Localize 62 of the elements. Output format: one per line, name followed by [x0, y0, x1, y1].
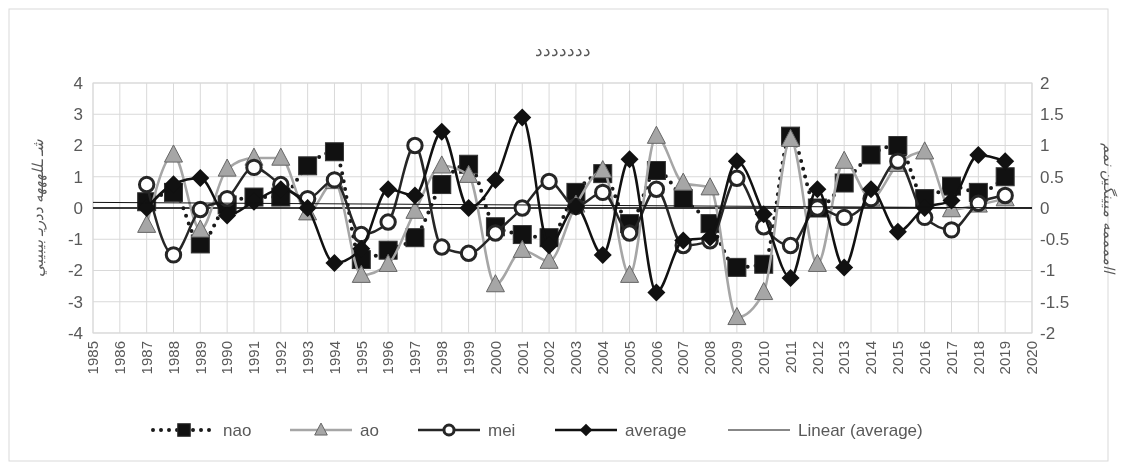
- x-tick-label: 1990: [218, 341, 236, 375]
- legend-label: nao: [223, 420, 252, 440]
- y2-tick-label: -2: [1040, 323, 1056, 343]
- y-axis-title: شـ ـللهههه ددريـ بيبيبي: [29, 138, 47, 278]
- x-tick-label: 2008: [701, 341, 719, 375]
- x-tick-label: 1988: [164, 341, 182, 375]
- x-tick-label: 1994: [325, 341, 343, 375]
- x-tick-label: 1997: [406, 341, 424, 375]
- legend-label: Linear (average): [798, 420, 923, 440]
- x-tick-label: 2003: [567, 341, 585, 375]
- y-tick-label: -1: [67, 230, 83, 250]
- x-tick-label: 2015: [889, 341, 907, 375]
- chart-title: ددددددد: [534, 41, 591, 60]
- y2-tick-label: 1.5: [1040, 105, 1064, 125]
- y2-tick-label: -0.5: [1040, 230, 1070, 250]
- y2-tick-label: -1: [1040, 261, 1056, 281]
- x-tick-label: 2005: [620, 341, 638, 375]
- x-tick-label: 1993: [298, 341, 316, 375]
- legend-label: ao: [360, 420, 379, 440]
- y2-axis-title: ااممممه ميينگين نمم: [1100, 143, 1118, 275]
- x-tick-label: 1987: [137, 341, 155, 375]
- x-tick-label: 2007: [674, 341, 692, 375]
- x-tick-label: 2016: [915, 341, 933, 375]
- x-tick-label: 2017: [942, 341, 960, 375]
- legend-label: average: [625, 420, 687, 440]
- x-tick-label: 2001: [513, 341, 531, 375]
- x-tick-label: 2020: [1023, 341, 1041, 375]
- x-tick-label: 1996: [379, 341, 397, 375]
- x-tick-label: 2004: [593, 341, 611, 375]
- x-tick-label: 1995: [352, 341, 370, 375]
- y-tick-label: 1: [73, 167, 83, 187]
- y-tick-label: 2: [73, 136, 83, 156]
- y-tick-label: 0: [73, 198, 83, 218]
- y-tick-label: 4: [73, 73, 83, 93]
- x-tick-label: 1998: [433, 341, 451, 375]
- x-tick-label: 1999: [459, 341, 477, 375]
- y-tick-label: -4: [67, 323, 83, 343]
- y-tick-label: 3: [73, 105, 83, 125]
- x-tick-label: 2012: [808, 341, 826, 375]
- y2-tick-label: -1.5: [1040, 292, 1070, 312]
- x-tick-label: 2011: [781, 341, 799, 374]
- x-tick-label: 1985: [84, 341, 102, 375]
- y2-tick-label: 2: [1040, 73, 1050, 93]
- legend-label: mei: [488, 420, 516, 440]
- y2-tick-label: 0: [1040, 198, 1050, 218]
- x-tick-label: 2009: [728, 341, 746, 375]
- x-tick-label: 1991: [245, 341, 263, 375]
- y-tick-label: -2: [67, 261, 83, 281]
- x-tick-label: 1992: [272, 341, 290, 375]
- x-tick-label: 2000: [486, 341, 504, 375]
- x-tick-label: 2019: [996, 341, 1014, 375]
- x-tick-label: 2014: [862, 341, 880, 375]
- x-tick-label: 2010: [754, 341, 772, 375]
- y2-tick-label: 1: [1040, 136, 1050, 156]
- x-tick-label: 2018: [969, 341, 987, 375]
- x-tick-label: 2013: [835, 341, 853, 375]
- x-tick-label: 1989: [191, 341, 209, 375]
- x-tick-label: 1986: [111, 341, 129, 375]
- y-tick-label: -3: [67, 292, 83, 312]
- x-tick-label: 2002: [540, 341, 558, 375]
- x-tick-label: 2006: [647, 341, 665, 375]
- y2-tick-label: 0.5: [1040, 167, 1064, 187]
